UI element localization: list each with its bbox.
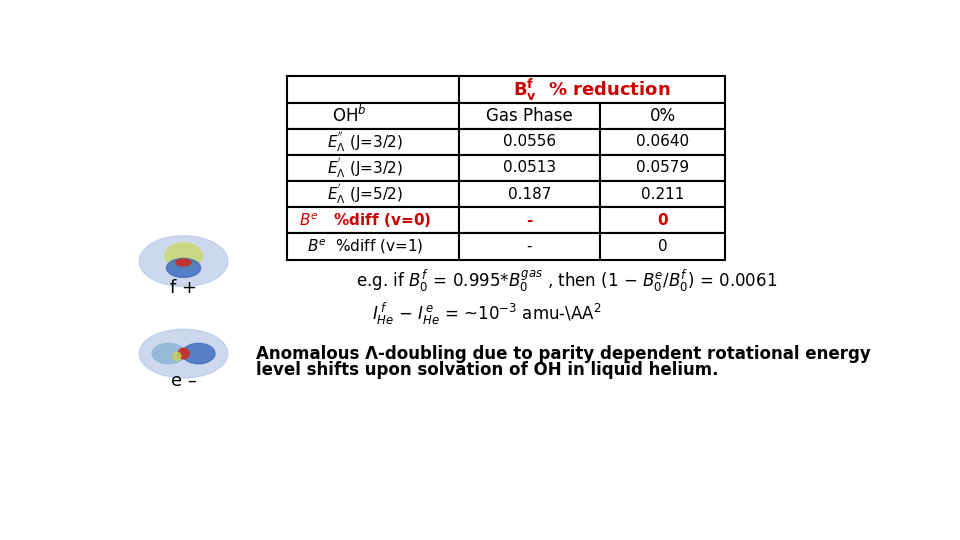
Bar — [600, 233, 725, 260]
Ellipse shape — [176, 259, 191, 266]
Bar — [287, 76, 459, 103]
Text: 0.0640: 0.0640 — [636, 134, 689, 149]
Text: 0.0556: 0.0556 — [503, 134, 556, 149]
Text: 0: 0 — [658, 239, 667, 254]
Bar — [459, 181, 600, 207]
Text: level shifts upon solvation of OH in liquid helium.: level shifts upon solvation of OH in liq… — [255, 361, 718, 380]
Ellipse shape — [153, 343, 185, 364]
Bar — [600, 103, 725, 129]
Bar — [600, 129, 725, 155]
Text: OH$^b$: OH$^b$ — [332, 105, 367, 126]
Bar — [459, 129, 600, 155]
Circle shape — [179, 348, 189, 359]
Text: $E_\Lambda^{'}$ (J=3/2): $E_\Lambda^{'}$ (J=3/2) — [326, 156, 403, 180]
Text: -: - — [526, 213, 533, 228]
Ellipse shape — [139, 236, 228, 287]
Bar — [459, 233, 600, 260]
Text: e –: e – — [171, 372, 197, 389]
Text: $\mathit{I}^{\,f}_{He}$ $-$ $\mathit{I}^{\,e}_{He}$ = ~10$^{-3}$ amu-\AA$^2$: $\mathit{I}^{\,f}_{He}$ $-$ $\mathit{I}^… — [372, 300, 601, 327]
Bar — [600, 155, 725, 181]
Ellipse shape — [139, 329, 228, 378]
Circle shape — [173, 352, 180, 360]
Text: 0.0513: 0.0513 — [503, 160, 556, 176]
Text: f +: f + — [170, 279, 197, 297]
Text: 0.211: 0.211 — [641, 187, 684, 201]
Bar — [459, 207, 600, 233]
Text: 0%: 0% — [649, 106, 676, 125]
Ellipse shape — [182, 343, 215, 364]
Text: $\mathbf{B_v^f}$  % reduction: $\mathbf{B_v^f}$ % reduction — [514, 76, 671, 103]
Text: 0: 0 — [658, 213, 668, 228]
Bar — [600, 207, 725, 233]
Text: 0.187: 0.187 — [508, 187, 551, 201]
Bar — [287, 103, 459, 129]
Bar — [287, 129, 459, 155]
Text: 0.0579: 0.0579 — [636, 160, 689, 176]
Text: $B^e$   %diff (v=0): $B^e$ %diff (v=0) — [299, 211, 431, 230]
Text: $B^e$  %diff (v=1): $B^e$ %diff (v=1) — [307, 237, 423, 256]
Text: $E_\Lambda^{''}$ (J=3/2): $E_\Lambda^{''}$ (J=3/2) — [326, 130, 403, 154]
Bar — [287, 155, 459, 181]
Bar — [459, 76, 725, 103]
Text: Anomalous Λ-doubling due to parity dependent rotational energy: Anomalous Λ-doubling due to parity depen… — [255, 345, 871, 362]
Bar — [287, 233, 459, 260]
Ellipse shape — [165, 243, 203, 268]
Ellipse shape — [166, 259, 201, 278]
Bar — [459, 103, 600, 129]
Bar — [600, 181, 725, 207]
Bar — [287, 181, 459, 207]
Bar — [287, 207, 459, 233]
Text: -: - — [526, 239, 532, 254]
Bar — [459, 155, 600, 181]
Text: e.g. if $B_0^f$ = 0.995*$B_0^{gas}$ , then (1 $-$ $B_0^e$/$B_0^f$) = 0.0061: e.g. if $B_0^f$ = 0.995*$B_0^{gas}$ , th… — [356, 268, 778, 294]
Text: Gas Phase: Gas Phase — [486, 106, 572, 125]
Text: $E_\Lambda^{'}$ (J=5/2): $E_\Lambda^{'}$ (J=5/2) — [326, 183, 403, 206]
